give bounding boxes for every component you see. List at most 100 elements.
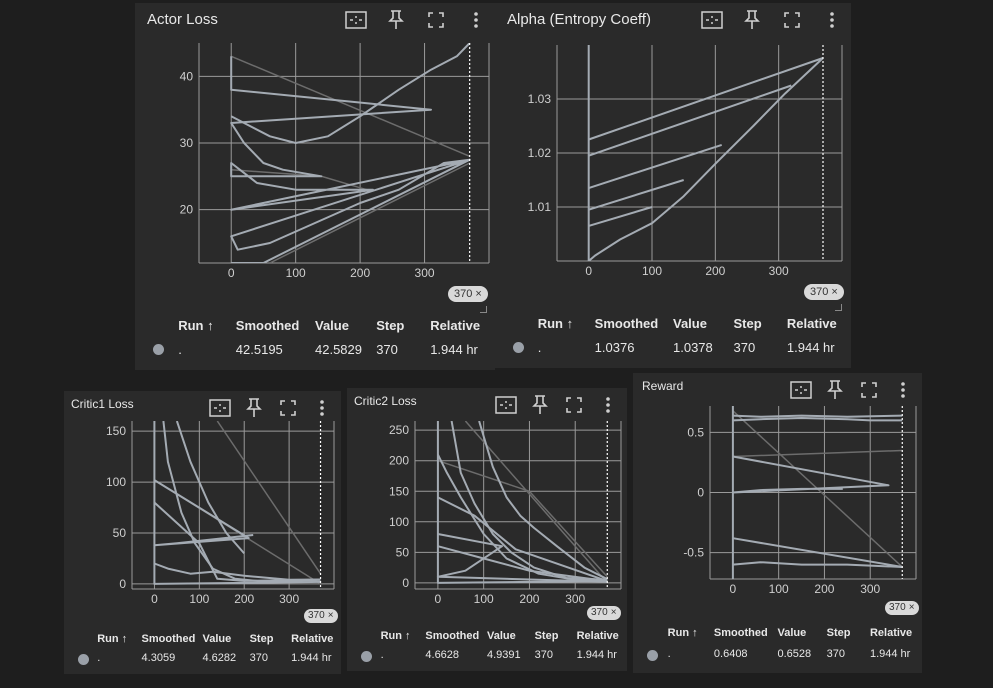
y-tick-label: 1.02 xyxy=(528,146,552,160)
run-color-dot[interactable] xyxy=(512,342,524,353)
run-color-dot[interactable] xyxy=(77,654,89,666)
y-tick-label: 0 xyxy=(697,486,704,500)
y-tick-label: 50 xyxy=(113,526,127,540)
series-line[interactable] xyxy=(732,537,903,568)
column-header-relative: Relative xyxy=(576,630,619,642)
series-line[interactable] xyxy=(588,57,824,141)
step-badge[interactable]: 370 × xyxy=(885,601,919,615)
x-tick-label: 300 xyxy=(860,582,880,596)
column-header-value: Value xyxy=(673,316,707,331)
close-icon[interactable]: × xyxy=(610,607,617,618)
series-line[interactable] xyxy=(588,206,653,227)
more-vert-icon[interactable] xyxy=(892,379,914,401)
close-icon[interactable]: × xyxy=(908,602,915,613)
more-vert-icon[interactable] xyxy=(311,397,333,419)
chart-svg[interactable]: 0 100 200 300 0 50 100 150 xyxy=(106,421,335,607)
pin-icon[interactable] xyxy=(529,394,551,416)
chart-svg[interactable]: 0 100 200 300 -0.5 0 0.5 xyxy=(683,406,917,597)
x-tick-label: 0 xyxy=(585,264,592,278)
run-color-dot[interactable] xyxy=(647,650,659,662)
more-vert-icon[interactable] xyxy=(821,9,843,31)
close-icon[interactable]: × xyxy=(831,286,838,298)
series-line[interactable] xyxy=(175,421,245,555)
fit-domain-icon[interactable] xyxy=(701,9,723,31)
plot-area: 0 100 200 300 0 50 100 150 200 250 xyxy=(389,421,622,607)
more-vert-icon[interactable] xyxy=(465,9,487,31)
x-tick-label: 300 xyxy=(565,592,585,606)
series-line[interactable] xyxy=(437,545,608,583)
series-line[interactable] xyxy=(732,561,903,568)
x-tick-label: 0 xyxy=(435,592,442,606)
chart-svg[interactable]: 0 100 200 300 20 30 40 xyxy=(180,43,490,285)
chart-svg[interactable]: 0 100 200 300 1.01 1.02 1.03 xyxy=(528,45,843,283)
column-header-value: Value xyxy=(202,633,232,645)
fit-domain-icon[interactable] xyxy=(495,394,517,416)
series-line[interactable] xyxy=(588,84,792,157)
pin-icon[interactable] xyxy=(824,379,846,401)
column-header-run[interactable]: Run ↑ xyxy=(537,316,574,331)
close-icon[interactable]: × xyxy=(475,288,482,300)
step-badge[interactable]: 370 × xyxy=(304,609,338,623)
x-tick-label: 100 xyxy=(189,592,209,606)
run-color-dot[interactable] xyxy=(153,344,164,355)
step-badge[interactable]: 370 × xyxy=(587,606,621,620)
series-line[interactable] xyxy=(436,533,608,583)
fit-domain-icon[interactable] xyxy=(345,9,367,31)
fit-domain-icon[interactable] xyxy=(790,379,812,401)
fullscreen-icon[interactable] xyxy=(425,9,447,31)
cell-smoothed: 4.6628 xyxy=(425,649,460,662)
column-header-run[interactable]: Run ↑ xyxy=(97,633,128,645)
series-line[interactable] xyxy=(436,421,608,584)
series-line[interactable] xyxy=(731,455,890,494)
fullscreen-icon[interactable] xyxy=(563,394,585,416)
pin-icon[interactable] xyxy=(385,9,407,31)
chart-title: Actor Loss xyxy=(147,11,218,28)
faint-series-line xyxy=(230,55,470,157)
chart-title: Reward xyxy=(642,379,684,393)
column-header-step: Step xyxy=(733,316,762,331)
chart-svg[interactable]: 0 100 200 300 0 50 100 150 200 250 xyxy=(389,421,622,607)
resize-handle[interactable] xyxy=(480,306,487,313)
x-tick-label: 0 xyxy=(151,592,158,606)
column-header-run[interactable]: Run ↑ xyxy=(667,627,698,639)
chart-card: Critic1 Loss 0 100 200 300 0 50 100 150 370 × Ru… xyxy=(64,391,341,674)
fit-domain-icon[interactable] xyxy=(209,397,231,419)
step-badge[interactable]: 370 × xyxy=(448,286,488,302)
series-line[interactable] xyxy=(162,421,321,583)
fullscreen-icon[interactable] xyxy=(781,9,803,31)
fullscreen-icon[interactable] xyxy=(858,379,880,401)
cell-step: 370 xyxy=(826,648,845,661)
y-tick-label: 100 xyxy=(389,515,409,529)
series-line[interactable] xyxy=(588,179,684,211)
pin-icon[interactable] xyxy=(741,9,763,31)
resize-handle[interactable] xyxy=(835,304,842,311)
step-badge[interactable]: 370 × xyxy=(804,284,844,300)
more-vert-icon[interactable] xyxy=(597,394,619,416)
series-line[interactable] xyxy=(153,501,321,582)
series-line[interactable] xyxy=(732,417,903,422)
column-header-run[interactable]: Run ↑ xyxy=(380,630,411,642)
faint-series-line xyxy=(732,449,903,458)
series-line[interactable] xyxy=(230,43,471,144)
cell-step: 370 xyxy=(733,340,756,355)
series-line[interactable] xyxy=(437,496,608,583)
series-line[interactable] xyxy=(230,56,471,263)
pin-icon[interactable] xyxy=(243,397,265,419)
chart-toolbar xyxy=(495,394,619,416)
series-line[interactable] xyxy=(588,143,723,190)
series-line[interactable] xyxy=(450,421,608,581)
series-line[interactable] xyxy=(732,414,903,418)
series-line[interactable] xyxy=(154,562,321,581)
y-tick-label: 30 xyxy=(180,136,194,150)
fullscreen-icon[interactable] xyxy=(277,397,299,419)
series-line[interactable] xyxy=(587,45,824,261)
y-tick-label: 150 xyxy=(106,424,126,438)
series-line[interactable] xyxy=(478,421,608,581)
x-tick-label: 100 xyxy=(769,582,789,596)
column-header-relative: Relative xyxy=(291,633,334,645)
cell-relative: 1.944 hr xyxy=(786,340,835,355)
close-icon[interactable]: × xyxy=(327,610,334,621)
run-color-dot[interactable] xyxy=(361,651,372,663)
column-header-run[interactable]: Run ↑ xyxy=(178,318,214,333)
cell-step: 370 xyxy=(376,342,398,357)
